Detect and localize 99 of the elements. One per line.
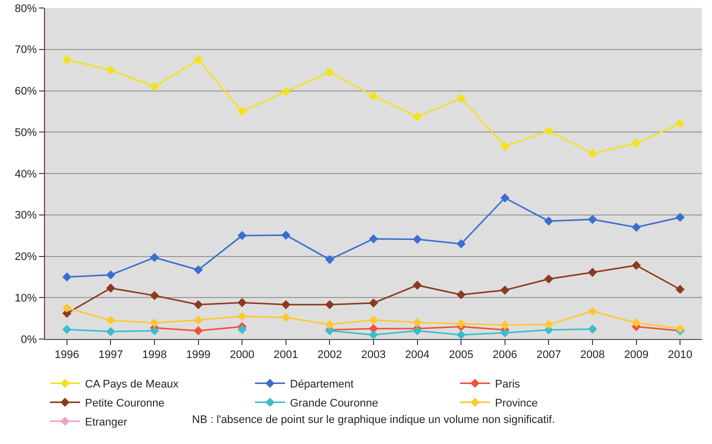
- point: [632, 318, 641, 328]
- point: [194, 315, 203, 325]
- text: NB : l'absence de point sur le graphique indique un volume non significatif.: [192, 414, 555, 426]
- point: [676, 212, 685, 222]
- point: [544, 320, 554, 330]
- point: [62, 303, 72, 313]
- legend-label: Paris: [495, 378, 521, 391]
- x-tick-label: 1997: [98, 349, 123, 362]
- legend-label: Département: [290, 378, 354, 391]
- point: [150, 252, 160, 262]
- point: [588, 306, 598, 316]
- point: [588, 214, 598, 224]
- y-tick-label: 20%: [14, 251, 38, 264]
- point: [632, 260, 641, 270]
- point: [368, 92, 378, 101]
- point: [368, 234, 378, 244]
- point: [150, 82, 160, 92]
- legend-label: Province: [495, 398, 538, 410]
- point: [62, 324, 72, 334]
- point: [150, 291, 160, 300]
- point: [238, 324, 247, 334]
- point: [500, 142, 510, 151]
- point: [500, 320, 510, 330]
- point: [106, 316, 116, 325]
- point: [500, 193, 510, 202]
- x-tick-label: 2005: [448, 349, 474, 362]
- x-tick-label: 1996: [54, 349, 80, 362]
- point: [500, 328, 510, 338]
- point: [676, 284, 685, 294]
- point: [194, 300, 203, 310]
- point: [194, 55, 203, 64]
- point: [544, 216, 554, 226]
- point: [412, 112, 422, 122]
- legend-label: Petite Couronne: [85, 398, 164, 410]
- y-tick-label: 60%: [14, 86, 38, 98]
- x-tick-label: 2000: [230, 349, 254, 362]
- point: [544, 274, 554, 284]
- point: [632, 222, 641, 232]
- point: [368, 315, 378, 325]
- point: [281, 87, 290, 96]
- point: [150, 326, 160, 336]
- point: [281, 300, 290, 310]
- point: [281, 230, 290, 240]
- point: [412, 318, 422, 327]
- point: [106, 284, 116, 293]
- point: [632, 138, 641, 148]
- point: [588, 268, 598, 277]
- x-tick-label: 2003: [361, 349, 386, 362]
- y-tick-label: 0%: [20, 334, 38, 346]
- y-tick-label: 80%: [14, 2, 38, 15]
- x-tick-label: 2002: [317, 349, 342, 362]
- point: [62, 272, 72, 282]
- point: [456, 94, 466, 103]
- point: [325, 68, 334, 77]
- y-tick-label: 10%: [14, 292, 38, 304]
- x-tick-label: 2004: [405, 349, 430, 362]
- point: [456, 239, 466, 248]
- point: [106, 327, 116, 336]
- point: [238, 298, 247, 308]
- point: [150, 318, 160, 328]
- point: [456, 319, 466, 328]
- point: [281, 312, 290, 322]
- x-tick-label: 2008: [580, 349, 605, 362]
- point: [456, 330, 466, 339]
- point: [544, 126, 554, 136]
- x-tick-label: 2007: [536, 349, 561, 362]
- point: [194, 265, 203, 274]
- x-tick-label: 2010: [668, 349, 692, 362]
- point: [368, 298, 378, 308]
- point: [325, 300, 334, 310]
- point: [676, 118, 685, 128]
- legend-label: CA Pays de Meaux: [85, 378, 180, 391]
- point: [194, 326, 203, 336]
- x-tick-label: 2001: [274, 349, 298, 362]
- point: [500, 286, 510, 295]
- y-tick-label: 50%: [14, 126, 38, 139]
- legend-label: Etranger: [85, 416, 128, 429]
- point: [412, 280, 422, 290]
- point: [238, 312, 247, 321]
- point: [456, 290, 466, 300]
- point: [238, 231, 247, 240]
- point: [106, 270, 116, 280]
- y-tick-label: 70%: [14, 44, 38, 56]
- point: [588, 324, 598, 334]
- x-tick-label: 2009: [624, 349, 649, 362]
- legend-label: Grande Couronne: [290, 398, 378, 410]
- x-tick-label: 1999: [186, 349, 211, 362]
- point: [238, 106, 247, 116]
- y-tick-label: 30%: [14, 210, 38, 222]
- x-tick-label: 1998: [142, 349, 167, 362]
- point: [412, 234, 422, 244]
- x-tick-label: 2006: [492, 349, 518, 362]
- point: [588, 149, 598, 158]
- y-tick-label: 40%: [14, 168, 38, 180]
- point: [106, 66, 116, 75]
- point: [62, 55, 72, 64]
- point: [325, 320, 334, 330]
- point: [325, 255, 334, 264]
- point: [368, 330, 378, 339]
